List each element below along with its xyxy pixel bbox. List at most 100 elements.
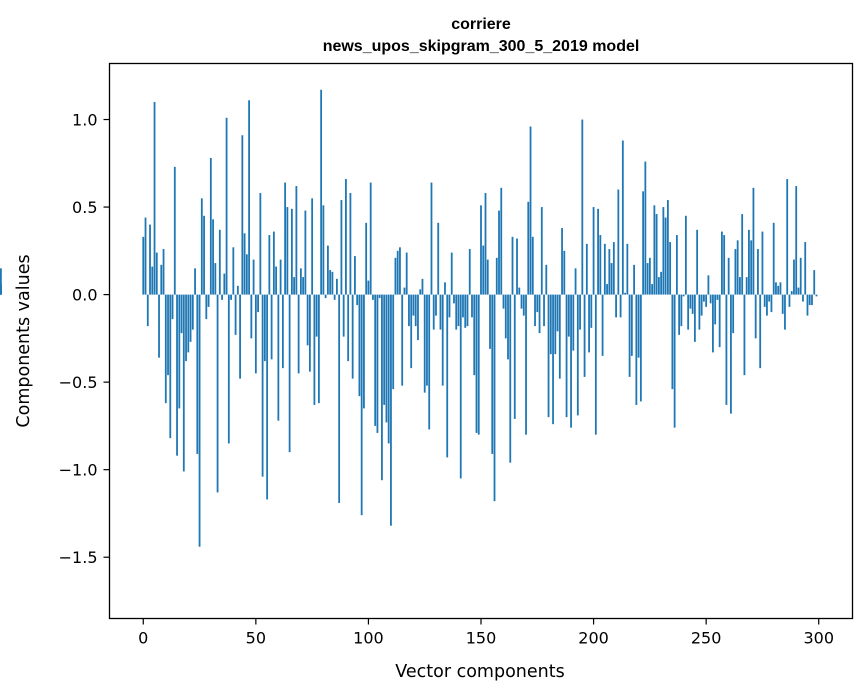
- bar-component-294: [804, 242, 807, 295]
- bar-component-43: [239, 294, 241, 379]
- bar-component-8: [160, 264, 163, 295]
- bar-component-188: [565, 294, 568, 418]
- bar-component-12: [169, 294, 172, 439]
- bar-component-96: [358, 294, 361, 397]
- bar-component-87: [338, 294, 341, 503]
- bar-component-18: [182, 294, 185, 472]
- bar-component-100: [367, 280, 370, 295]
- y-tick-label: −0.5: [59, 373, 98, 392]
- bar-component-20: [187, 294, 190, 353]
- bar-component-174: [534, 294, 536, 327]
- bar-component-273: [757, 249, 759, 295]
- bar-component-60: [277, 294, 280, 421]
- bar-component-154: [489, 294, 491, 349]
- bar-component-89: [342, 294, 345, 337]
- bar-component-283: [779, 282, 782, 295]
- bar-component-219: [635, 294, 638, 405]
- bar-component-81: [324, 294, 327, 299]
- bar-component-83: [329, 270, 332, 295]
- bar-component-218: [633, 264, 635, 295]
- bar-component-179: [545, 264, 548, 295]
- bar-component-200: [592, 207, 595, 295]
- bar-component-148: [475, 294, 478, 433]
- y-tick-label: −1.0: [59, 461, 98, 480]
- bar-component-198: [588, 294, 590, 353]
- bar-component-278: [768, 294, 771, 302]
- chart-title-line-2: news_upos_skipgram_300_5_2019 model: [323, 38, 640, 55]
- bar-component-210: [615, 294, 617, 318]
- bar-component-260: [727, 257, 730, 295]
- bar-component-201: [594, 294, 597, 435]
- bar-component-151: [482, 245, 485, 295]
- bar-component-35: [221, 294, 223, 300]
- bar-component-41: [234, 294, 237, 335]
- bar-component-107: [383, 294, 386, 405]
- bar-component-231: [662, 207, 665, 295]
- bar-component-80: [322, 205, 325, 295]
- bar-component-234: [669, 242, 672, 295]
- bar-component-255: [716, 294, 719, 300]
- bar-component-220: [637, 294, 640, 358]
- bar-component-118: [408, 294, 410, 327]
- bar-component-36: [223, 273, 226, 295]
- bar-component-27: [203, 215, 205, 295]
- bar-component-143: [464, 294, 467, 328]
- bar-component-117: [405, 252, 408, 295]
- bar-component-53: [261, 294, 264, 477]
- bar-component-229: [657, 277, 660, 295]
- bar-component-203: [599, 235, 602, 295]
- bar-component-205: [603, 243, 606, 295]
- bar-component-237: [675, 235, 678, 295]
- bar-component-102: [372, 294, 374, 300]
- bar-component-289: [793, 259, 795, 295]
- bar-component-192: [574, 268, 577, 295]
- bar-component-160: [502, 294, 505, 309]
- bar-component-269: [748, 229, 750, 295]
- bar-component-45: [243, 233, 246, 295]
- bar-component-122: [417, 294, 419, 341]
- bar-component-246: [696, 229, 699, 295]
- bar-component-226: [651, 284, 654, 295]
- bar-component-25: [198, 294, 201, 547]
- bar-component-79: [320, 89, 323, 295]
- bar-component-139: [455, 294, 458, 330]
- bar-component-166: [516, 238, 518, 295]
- bar-component-165: [513, 294, 516, 419]
- y-axis-ticks: 1.0 0.5 0.0 −0.5 −1.0 −1.5: [59, 111, 110, 567]
- bar-component-207: [608, 249, 611, 295]
- bar-component-2: [146, 294, 149, 327]
- bar-component-109: [387, 294, 390, 444]
- bar-component-285: [784, 294, 786, 330]
- bar-component-85: [333, 294, 336, 300]
- bar-component-23: [194, 268, 196, 295]
- bar-component-78: [317, 294, 320, 404]
- bar-component-271: [752, 187, 755, 295]
- bar-component-46: [245, 254, 248, 295]
- bar-component-159: [500, 187, 503, 295]
- bar-component-26: [200, 198, 203, 295]
- bar-component-275: [761, 231, 764, 295]
- bar-component-279: [770, 294, 773, 313]
- bar-component-274: [759, 294, 762, 369]
- bar-component-158: [498, 210, 500, 295]
- bar-component-34: [218, 229, 221, 295]
- bar-component-14: [173, 166, 176, 295]
- bar-component-24: [196, 294, 199, 454]
- bar-component-30: [209, 158, 212, 295]
- bar-component-238: [678, 294, 681, 335]
- bar-component-293: [802, 294, 804, 302]
- bar-component-22: [191, 294, 194, 330]
- bar-component-244: [691, 294, 694, 314]
- bar-component-251: [707, 275, 710, 295]
- bar-component-287: [788, 294, 791, 307]
- bar-component-33: [216, 294, 219, 493]
- bar-component-181: [549, 294, 552, 355]
- bar-component-73: [306, 294, 309, 346]
- bar-component-95: [356, 294, 359, 306]
- bar-component-172: [529, 126, 532, 295]
- bar-component-162: [507, 294, 509, 360]
- bar-component-215: [626, 243, 629, 295]
- bar-component-70: [299, 268, 302, 295]
- bar-component-136: [448, 294, 451, 318]
